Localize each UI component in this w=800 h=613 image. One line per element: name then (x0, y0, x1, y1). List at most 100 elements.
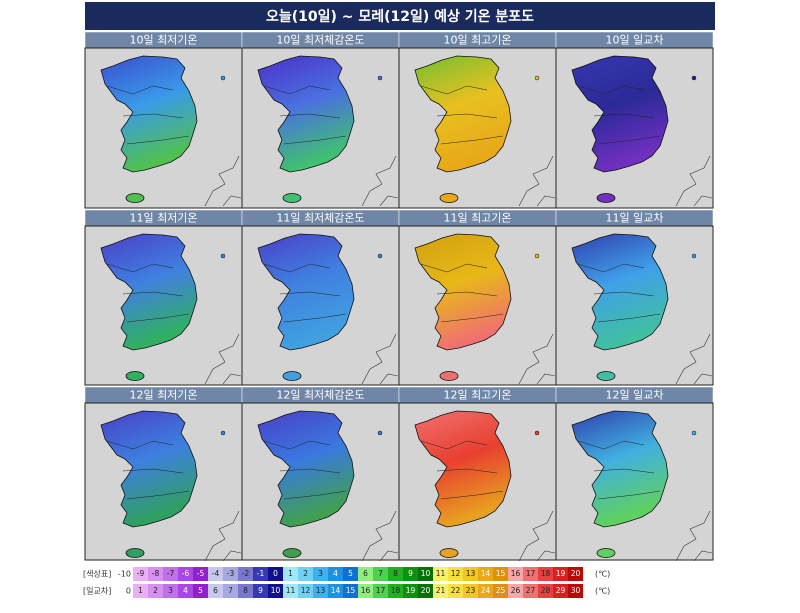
jeju (596, 371, 616, 381)
panel-title: 11일 일교차 (606, 211, 664, 225)
island (691, 253, 697, 259)
legend-value: 7 (228, 586, 233, 595)
legend-value: 14 (331, 586, 341, 595)
peninsula (414, 55, 512, 173)
peninsula (100, 410, 198, 528)
borders (106, 85, 190, 145)
legend-cell (568, 567, 583, 581)
peninsula (100, 55, 198, 173)
japan-coast (675, 333, 713, 385)
legend-value: 7 (378, 569, 383, 578)
jeju (125, 548, 145, 558)
legend-cell (208, 567, 223, 581)
legend-cell (298, 567, 313, 581)
map (414, 233, 556, 385)
legend-cell (133, 584, 148, 598)
borders (263, 85, 347, 145)
title-bar (85, 2, 715, 30)
legend-value: 12 (451, 569, 461, 578)
legend-value: 23 (466, 586, 476, 595)
legend-cell (223, 567, 238, 581)
legend-value: 8 (243, 586, 248, 595)
japan-coast (204, 510, 242, 562)
legend-value: -6 (182, 569, 190, 578)
legend-value: 18 (541, 569, 551, 578)
legend-cell (538, 567, 553, 581)
borders (420, 85, 504, 145)
island (691, 430, 697, 436)
peninsula (257, 410, 355, 528)
map (100, 410, 242, 562)
peninsula (100, 233, 198, 351)
peninsula (571, 233, 669, 351)
legend-cell (313, 584, 328, 598)
jeju (125, 371, 145, 381)
jeju (282, 548, 302, 558)
legend-cell (538, 584, 553, 598)
legend-value: 2 (153, 586, 158, 595)
legend-value: 13 (466, 569, 476, 578)
panel-title: 12일 최고기온 (443, 388, 511, 402)
jeju (282, 193, 302, 203)
peninsula (257, 233, 355, 351)
borders (420, 263, 504, 323)
panel-title: 11일 최저기온 (129, 211, 197, 225)
legend-value: 24 (481, 586, 491, 595)
legend-cell (403, 584, 418, 598)
panel-title: 10일 일교차 (606, 33, 664, 47)
japan-coast (361, 510, 399, 562)
legend-value: -1 (257, 569, 265, 578)
island (377, 75, 383, 81)
legend-cell (463, 567, 478, 581)
legend-value: 0 (273, 569, 278, 578)
legend-value: 19 (406, 586, 416, 595)
map (571, 55, 713, 207)
legend-value: 20 (421, 586, 431, 595)
legend-cell (403, 567, 418, 581)
legend-value: 17 (376, 586, 386, 595)
island (220, 75, 226, 81)
legend-first: 0 (126, 587, 131, 596)
legend-cell (343, 567, 358, 581)
panel-title: 10일 최고기온 (443, 33, 511, 47)
peninsula (414, 410, 512, 528)
legend-cell (313, 567, 328, 581)
legend-cell (478, 584, 493, 598)
legend-value: 19 (556, 569, 566, 578)
legend-value: 27 (526, 586, 536, 595)
legend-cell (523, 567, 538, 581)
legend-value: 28 (541, 586, 551, 595)
jeju (439, 548, 459, 558)
legend-value: -9 (137, 569, 145, 578)
map (414, 55, 556, 207)
legend-value: -5 (197, 569, 205, 578)
legend-cell (178, 584, 193, 598)
japan-coast (518, 333, 556, 385)
legend-value: 5 (198, 586, 203, 595)
peninsula (257, 55, 355, 173)
legend-cell (253, 584, 268, 598)
legend-cell (478, 567, 493, 581)
japan-coast (675, 510, 713, 562)
legend-unit: (℃) (595, 587, 610, 596)
jeju (596, 193, 616, 203)
map (571, 410, 713, 562)
legend-cell (568, 584, 583, 598)
legend-value: 18 (391, 586, 401, 595)
borders (420, 440, 504, 500)
jeju (596, 548, 616, 558)
legend-cell (508, 584, 523, 598)
japan-coast (518, 510, 556, 562)
panel-title: 11일 최저체감온도 (276, 211, 364, 225)
legend-value: 21 (436, 586, 446, 595)
legend-value: 4 (333, 569, 338, 578)
peninsula (414, 233, 512, 351)
borders (577, 263, 661, 323)
legend-cell (358, 584, 373, 598)
jeju (439, 193, 459, 203)
island (220, 430, 226, 436)
legend-cell (418, 584, 433, 598)
legend-cell (238, 584, 253, 598)
legend-cell (343, 584, 358, 598)
